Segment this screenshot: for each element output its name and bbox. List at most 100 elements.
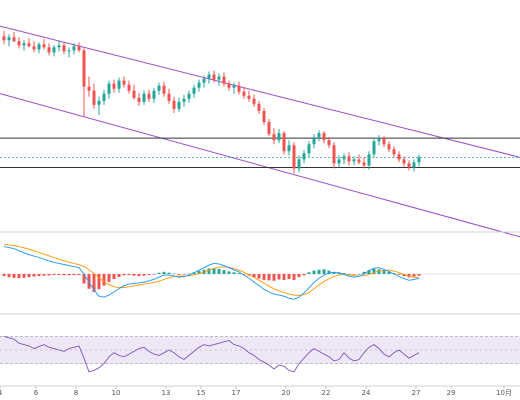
candle-body [267,122,271,135]
candle [112,79,116,93]
candle-body [122,80,126,85]
macd-histogram-bar [127,274,131,276]
candle [117,77,121,93]
macd-histogram-bar [332,271,336,274]
x-tick-label: 8 [74,389,78,397]
candle [17,37,21,49]
macd-histogram-bar [207,268,211,274]
candle [247,90,251,102]
candle [97,96,101,115]
candle [2,31,6,45]
macd-histogram-bar [212,268,216,274]
candle-body [67,50,71,52]
macd-histogram-bar [232,272,236,274]
candle-body [107,83,111,94]
macd-histogram-bar [87,274,91,289]
candle-body [32,46,36,50]
candle [227,80,231,91]
macd-histogram-bar [257,274,261,279]
x-tick-label: 17 [232,389,241,397]
candle-body [37,44,41,50]
x-tick-label: 20 [282,389,291,397]
candle-body [142,93,146,102]
candle-body [72,46,76,51]
macd-histogram-bar [327,270,331,274]
candle [157,82,161,95]
x-tick-label: 10月 [496,389,512,397]
candle-body [222,76,226,84]
candle [77,42,81,53]
candle [142,90,146,105]
rsi-panel [0,335,520,373]
candle-body [82,50,86,87]
candle [332,142,336,169]
candle-body [182,98,186,102]
macd-histogram-bar [362,271,366,274]
candle-body [322,133,326,141]
candle [367,151,371,170]
candle [302,150,306,164]
candle-body [377,138,381,142]
candle-body [7,37,11,41]
macd-histogram-bar [182,274,186,275]
candle [67,47,71,58]
candle [277,129,281,144]
macd-histogram-bar [312,270,316,274]
x-tick-label: 27 [412,389,421,397]
candle-body [362,162,366,166]
candle-body [357,159,361,163]
candle [62,42,66,55]
candle-body [17,41,21,46]
macd-histogram-bar [227,271,231,274]
candle [182,94,186,107]
candle-body [257,103,261,111]
candle-body [162,85,166,94]
candle [202,75,206,88]
macd-histogram-bar [57,274,61,276]
candle [102,89,106,105]
macd-histogram-bar [52,274,56,276]
macd-histogram-bar [217,268,221,274]
candle [177,97,181,112]
candle-body [307,144,311,154]
macd-histogram-bar [162,271,166,274]
candle-body [137,97,141,102]
candle [287,140,291,156]
candle-body [302,153,306,160]
candle [382,136,386,148]
candle [152,87,156,103]
candle [337,155,341,168]
candle [252,94,256,107]
candle [292,142,296,174]
macd-histogram-bar [287,274,291,280]
candle-body [232,85,236,88]
candle-body [382,138,386,145]
candle-body [277,133,281,141]
x-tick-label: 22 [322,389,331,397]
macd-histogram-bar [387,271,391,274]
macd-histogram-bar [47,274,51,276]
candle-body [87,86,91,91]
macd-histogram-bar [292,274,296,280]
x-tick-label: 24 [362,389,371,397]
candle [257,100,261,114]
macd-histogram-bar [92,274,96,292]
candle-body [177,101,181,109]
macd-histogram-bar [412,274,416,277]
candle-body [392,149,396,155]
candle-body [342,156,346,160]
candle-body [97,100,101,105]
candle [392,146,396,158]
candle [357,154,361,165]
candle [72,43,76,55]
candle-body [187,93,191,99]
candle [52,45,56,57]
candle [267,118,271,137]
candle-body [412,162,416,168]
candle-body [252,98,256,104]
candle [412,159,416,172]
x-axis: 6 8 10 13 15 17 20 22 24 27 29 10月 4 [0,386,512,397]
candle-body [127,84,131,91]
macd-histogram-bar [27,274,31,278]
candle [342,153,346,165]
